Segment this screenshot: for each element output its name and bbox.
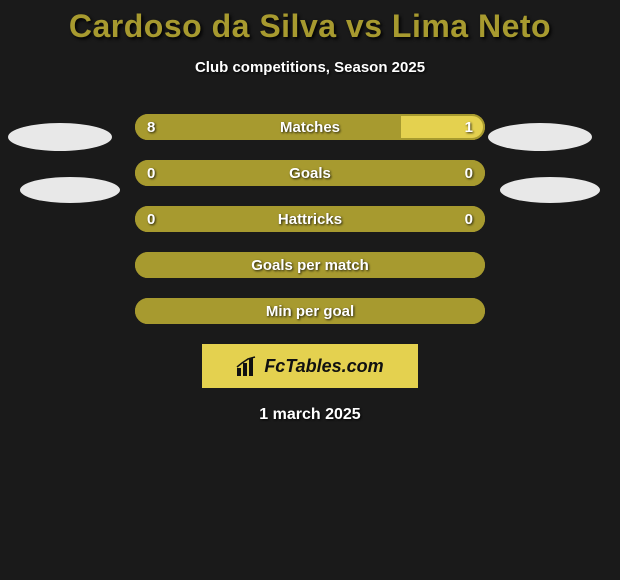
decorative-oval <box>500 177 600 203</box>
stat-value-right: 0 <box>465 206 473 232</box>
decorative-oval <box>8 123 112 151</box>
subtitle: Club competitions, Season 2025 <box>0 59 620 76</box>
stat-row: Goals per match <box>135 252 485 278</box>
logo-box: FcTables.com <box>202 344 418 388</box>
stat-row: Matches8 1 <box>135 114 485 140</box>
stat-row: Goals0 0 <box>135 160 485 186</box>
stat-value-right: 1 <box>465 114 473 140</box>
stat-label: Goals <box>135 160 485 186</box>
stat-row: Hattricks0 0 <box>135 206 485 232</box>
stat-label: Matches <box>135 114 485 140</box>
stat-label: Hattricks <box>135 206 485 232</box>
page-title: Cardoso da Silva vs Lima Neto <box>0 0 620 45</box>
date-text: 1 march 2025 <box>0 406 620 424</box>
stat-value-left: 8 <box>147 114 155 140</box>
stat-value-right: 0 <box>465 160 473 186</box>
decorative-oval <box>488 123 592 151</box>
stat-value-left: 0 <box>147 160 155 186</box>
stat-label: Goals per match <box>135 252 485 278</box>
stat-value-left: 0 <box>147 206 155 232</box>
logo-text: FcTables.com <box>264 356 383 377</box>
stat-row: Min per goal <box>135 298 485 324</box>
decorative-oval <box>20 177 120 203</box>
stat-label: Min per goal <box>135 298 485 324</box>
bars-icon <box>236 356 258 376</box>
